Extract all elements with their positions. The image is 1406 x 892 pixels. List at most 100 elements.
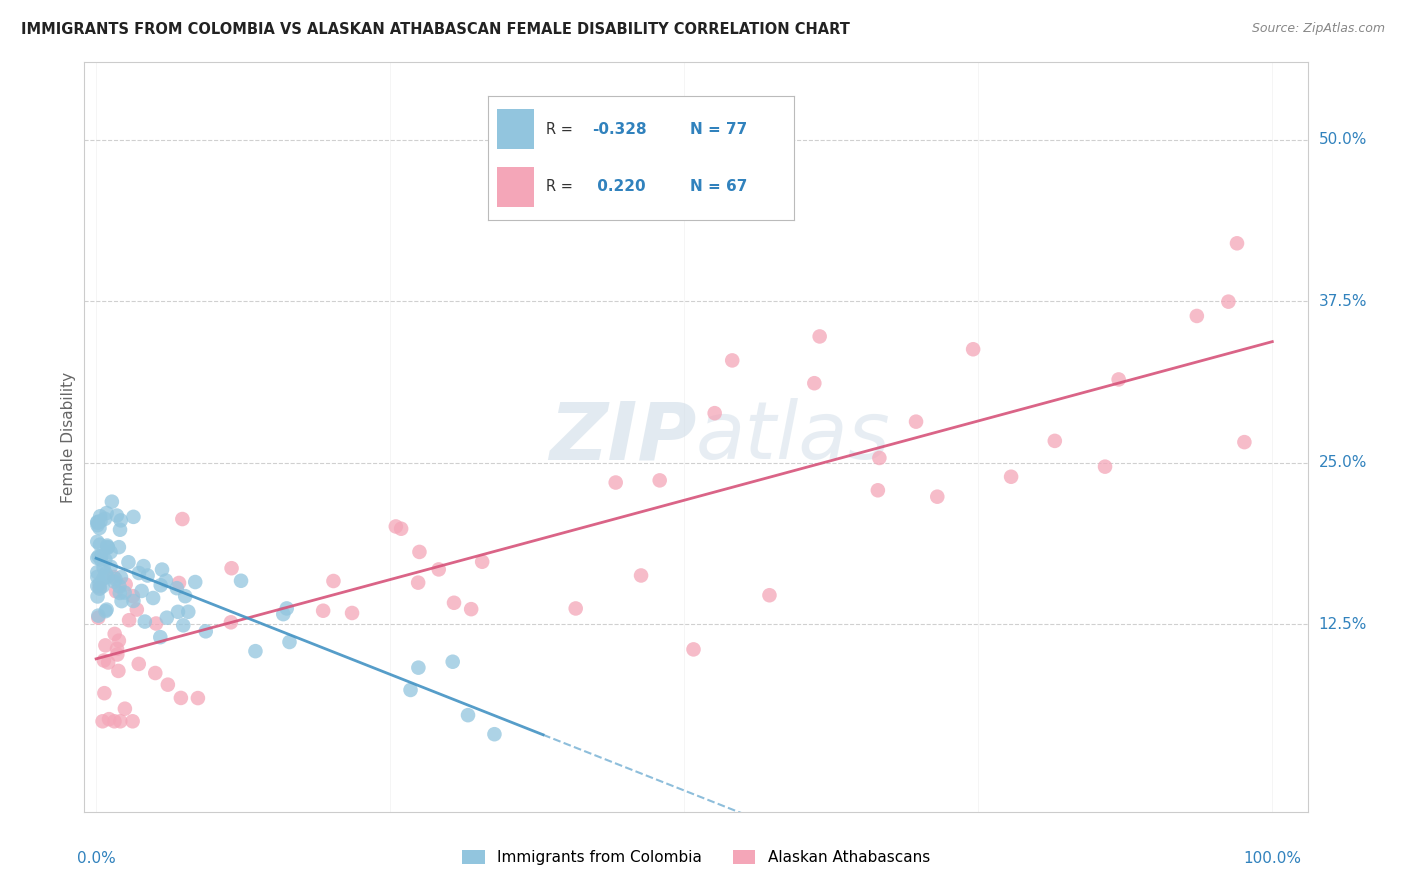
Point xyxy=(122,589,145,603)
Point xyxy=(100,545,122,559)
Point xyxy=(86,579,108,593)
Point xyxy=(441,655,464,669)
Point xyxy=(91,572,114,586)
Point xyxy=(174,589,197,603)
Point xyxy=(229,574,252,588)
Point xyxy=(868,450,890,465)
Point xyxy=(276,601,298,615)
Point xyxy=(271,607,294,621)
Y-axis label: Female Disability: Female Disability xyxy=(60,371,76,503)
Point xyxy=(312,604,335,618)
Point xyxy=(803,376,825,391)
Point xyxy=(145,616,167,631)
Point xyxy=(86,515,108,529)
Point xyxy=(150,563,173,577)
Point xyxy=(96,539,118,553)
Point xyxy=(484,727,506,741)
Point xyxy=(98,712,121,726)
Point xyxy=(118,613,141,627)
Text: IMMIGRANTS FROM COLOMBIA VS ALASKAN ATHABASCAN FEMALE DISABILITY CORRELATION CHA: IMMIGRANTS FROM COLOMBIA VS ALASKAN ATHA… xyxy=(21,22,851,37)
Point xyxy=(194,624,217,639)
Point xyxy=(703,406,725,420)
Point xyxy=(385,519,408,533)
Point xyxy=(89,582,111,596)
Point xyxy=(721,353,744,368)
Point xyxy=(96,570,118,584)
Point xyxy=(128,657,150,671)
Point xyxy=(905,415,928,429)
Point xyxy=(90,552,112,566)
Point xyxy=(93,686,115,700)
Point xyxy=(457,708,479,723)
Point xyxy=(89,576,111,591)
Point xyxy=(105,641,128,656)
Point xyxy=(86,570,108,584)
Point xyxy=(107,664,129,678)
Point xyxy=(87,608,110,623)
Point xyxy=(94,566,117,581)
Point xyxy=(108,540,131,554)
Point xyxy=(605,475,627,490)
Text: atlas: atlas xyxy=(696,398,891,476)
Point xyxy=(1094,459,1116,474)
Point xyxy=(108,523,131,537)
Text: 37.5%: 37.5% xyxy=(1319,294,1367,309)
Point xyxy=(87,549,110,564)
Point xyxy=(443,596,465,610)
Point xyxy=(927,490,949,504)
Point xyxy=(155,574,177,588)
Point xyxy=(114,585,136,599)
Point xyxy=(125,602,148,616)
Point xyxy=(89,514,111,528)
Point xyxy=(128,566,150,580)
Point xyxy=(219,615,242,630)
Point xyxy=(91,714,114,729)
Point xyxy=(117,555,139,569)
Point xyxy=(86,518,108,533)
Point xyxy=(89,509,111,524)
Point xyxy=(166,581,188,595)
Point xyxy=(108,579,131,593)
Point xyxy=(89,521,111,535)
Point xyxy=(93,560,115,574)
Point xyxy=(172,512,194,526)
Point xyxy=(131,583,153,598)
Text: ZIP: ZIP xyxy=(548,398,696,476)
Point xyxy=(630,568,652,582)
Point xyxy=(1185,309,1208,323)
Point xyxy=(245,644,267,658)
Point xyxy=(1226,236,1249,251)
Point xyxy=(134,615,156,629)
Point xyxy=(1000,469,1022,483)
Point xyxy=(86,566,108,580)
Point xyxy=(93,653,115,667)
Point xyxy=(808,329,831,343)
Point xyxy=(172,618,194,632)
Point xyxy=(408,545,430,559)
Point xyxy=(1218,294,1240,309)
Point xyxy=(1233,435,1256,450)
Legend: Immigrants from Colombia, Alaskan Athabascans: Immigrants from Colombia, Alaskan Athaba… xyxy=(456,844,936,871)
Point xyxy=(110,714,132,729)
Point xyxy=(322,574,344,588)
Point xyxy=(177,605,200,619)
Point xyxy=(96,540,118,554)
Point xyxy=(114,702,136,716)
Point xyxy=(1108,372,1130,386)
Point xyxy=(399,682,422,697)
Point xyxy=(758,588,780,602)
Point xyxy=(108,586,131,600)
Text: Source: ZipAtlas.com: Source: ZipAtlas.com xyxy=(1251,22,1385,36)
Point xyxy=(101,494,124,508)
Point xyxy=(866,483,889,498)
Point xyxy=(132,559,155,574)
Point xyxy=(122,594,145,608)
Point xyxy=(427,562,450,576)
Point xyxy=(110,570,132,584)
Point xyxy=(105,584,128,599)
Point xyxy=(96,602,118,616)
Point xyxy=(96,506,118,520)
Point xyxy=(460,602,482,616)
Point xyxy=(221,561,243,575)
Point xyxy=(682,642,704,657)
